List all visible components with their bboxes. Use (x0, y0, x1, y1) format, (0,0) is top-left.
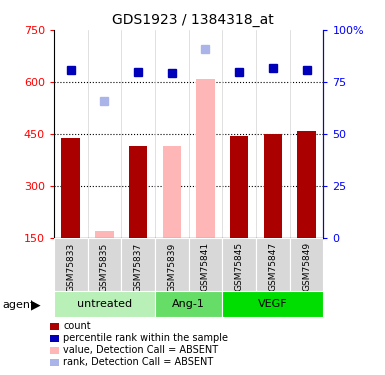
Text: rank, Detection Call = ABSENT: rank, Detection Call = ABSENT (63, 357, 213, 367)
Text: Ang-1: Ang-1 (172, 299, 205, 309)
Text: value, Detection Call = ABSENT: value, Detection Call = ABSENT (63, 345, 218, 355)
Bar (155, 238, 189, 291)
Text: GSM75847: GSM75847 (268, 242, 277, 291)
Text: GSM75837: GSM75837 (134, 242, 142, 292)
Bar (155, 291, 223, 317)
Text: GSM75835: GSM75835 (100, 242, 109, 292)
Bar (95, 231, 114, 238)
Text: GDS1923 / 1384318_at: GDS1923 / 1384318_at (112, 13, 273, 27)
Bar (223, 238, 256, 291)
Text: VEGF: VEGF (258, 299, 288, 309)
Bar (54, 238, 88, 291)
Bar (297, 130, 316, 238)
Bar (223, 291, 323, 317)
Text: GSM75841: GSM75841 (201, 242, 210, 291)
Bar (129, 146, 147, 238)
Text: untreated: untreated (77, 299, 132, 309)
Bar (230, 136, 248, 238)
Bar (121, 238, 155, 291)
Bar (162, 146, 181, 238)
Bar (62, 138, 80, 238)
Bar (196, 79, 215, 238)
Text: GSM75833: GSM75833 (66, 242, 75, 292)
Text: count: count (63, 321, 91, 331)
Bar (189, 238, 223, 291)
Bar (54, 291, 155, 317)
Bar (264, 134, 282, 238)
Text: GSM75849: GSM75849 (302, 242, 311, 291)
Text: ▶: ▶ (31, 298, 40, 311)
Text: GSM75845: GSM75845 (235, 242, 244, 291)
Text: agent: agent (2, 300, 34, 309)
Text: percentile rank within the sample: percentile rank within the sample (63, 333, 228, 343)
Bar (290, 238, 323, 291)
Text: GSM75839: GSM75839 (167, 242, 176, 292)
Bar (88, 238, 121, 291)
Bar (256, 238, 290, 291)
